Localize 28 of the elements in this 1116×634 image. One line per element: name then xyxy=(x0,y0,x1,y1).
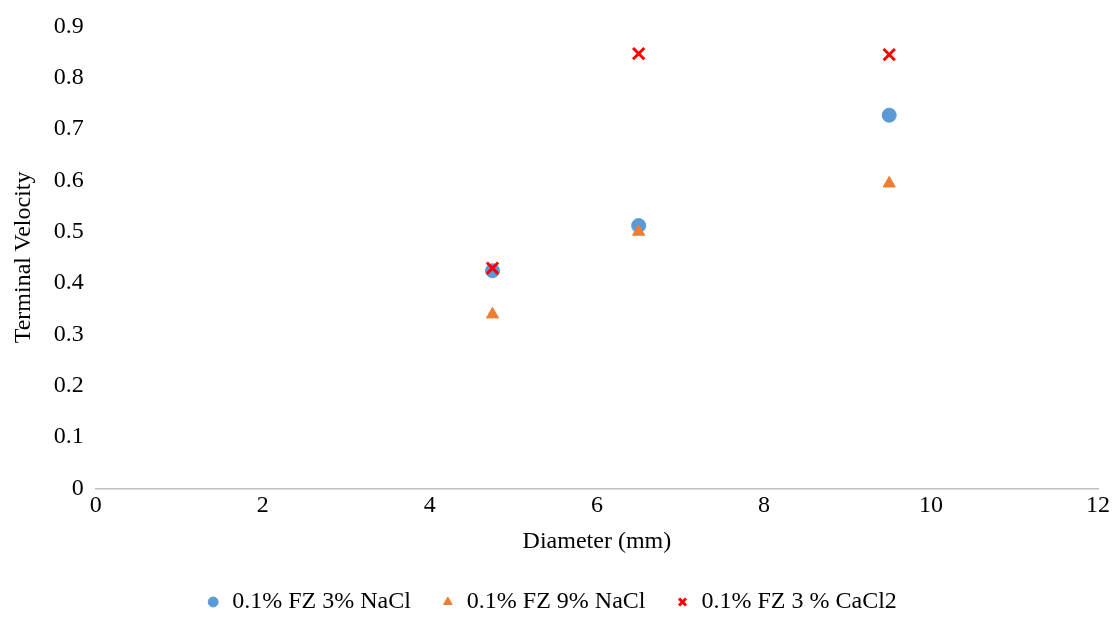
legend-label: 0.1% FZ 3% NaCl xyxy=(232,587,412,614)
y-tick-label: 0.4 xyxy=(53,268,84,295)
x-tick-label: 8 xyxy=(757,491,770,518)
x-tick-label: 12 xyxy=(1086,491,1110,518)
x-tick-label: 6 xyxy=(590,491,603,518)
legend-label: 0.1% FZ 9% NaCl xyxy=(466,587,646,614)
point xyxy=(882,175,896,188)
point xyxy=(882,47,897,62)
y-tick-label: 0.2 xyxy=(53,371,84,398)
y-tick-label: 0.7 xyxy=(53,114,84,141)
x-tick-label: 2 xyxy=(256,491,269,518)
point xyxy=(632,224,646,236)
point xyxy=(631,46,646,61)
point xyxy=(485,306,500,319)
y-tick-label: 0.9 xyxy=(53,11,84,38)
y-tick-label: 0.1 xyxy=(53,422,84,449)
x-tick-label: 10 xyxy=(918,491,943,518)
y-tick-label: 0.8 xyxy=(53,63,84,90)
y-axis-title: Terminal Velocity xyxy=(8,171,35,344)
y-tick-label: 0.6 xyxy=(53,165,84,192)
y-tick-label: 0 xyxy=(71,473,84,500)
legend-label: 0.1% FZ 3 % CaCl2 xyxy=(701,587,897,614)
y-tick-label: 0.3 xyxy=(53,319,84,346)
x-tick-label: 0 xyxy=(89,491,102,518)
point xyxy=(881,107,897,123)
x-tick-label: 4 xyxy=(423,491,436,518)
x-axis-title: Diameter (mm) xyxy=(522,526,672,553)
y-tick-label: 0.5 xyxy=(53,217,84,244)
